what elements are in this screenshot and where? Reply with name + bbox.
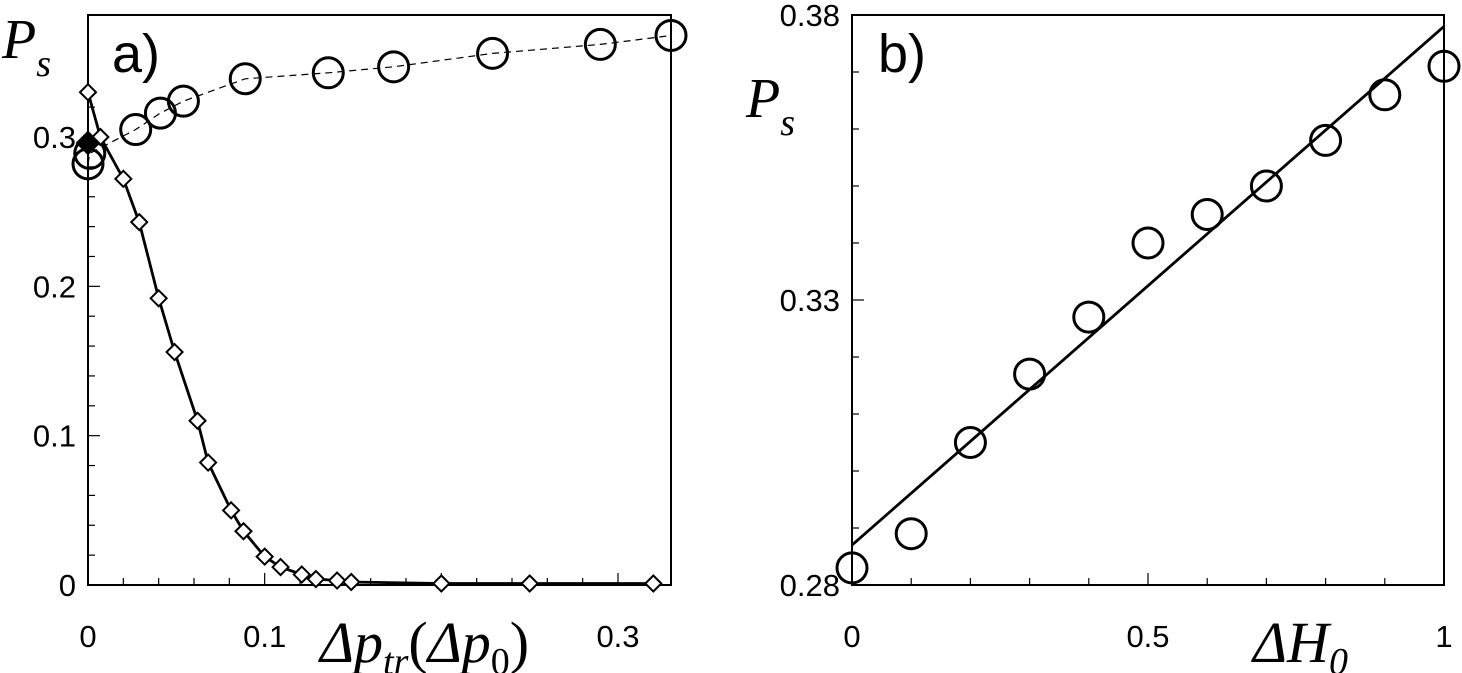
data-point-diamond	[341, 572, 361, 592]
panel-a-ylabel-sub: s	[36, 43, 51, 85]
data-point-circle	[1072, 300, 1106, 334]
panel-a-xlabel-main2: Δp	[426, 610, 491, 673]
panel-a-series	[71, 18, 688, 593]
x-tick-label: 0	[843, 619, 860, 654]
panel-a-ylabel-main: P	[1, 9, 36, 71]
panel-b-xlabel-main: ΔH	[1251, 610, 1332, 673]
data-point-diamond	[188, 411, 207, 431]
y-tick-label: 0.28	[780, 568, 840, 603]
data-point-circle	[119, 113, 153, 147]
data-point-circle	[654, 18, 688, 52]
data-point-diamond	[327, 571, 347, 590]
data-point-circle	[1427, 49, 1461, 83]
panel-a-xlabel-sub2: 0	[491, 641, 510, 673]
data-point-diamond	[271, 557, 290, 577]
y-tick-label: 0.38	[780, 0, 840, 33]
data-point-diamond	[234, 521, 253, 541]
x-tick-label: 0	[79, 619, 96, 654]
data-point-circle	[1249, 169, 1283, 203]
data-point-circle	[143, 96, 177, 130]
data-point-diamond	[149, 288, 169, 308]
y-tick-label: 0.2	[33, 269, 76, 304]
data-point-circle	[377, 50, 411, 84]
data-point-diamond	[292, 565, 312, 584]
panel-a-xlabel-main1: Δp	[318, 610, 383, 673]
panel-a-xlabel-close: )	[510, 610, 529, 673]
panel-a-x-axis-title: Δptr(Δp0)	[318, 610, 529, 673]
x-tick-label: 0.5	[1126, 619, 1169, 654]
panel-a-x-axis: 0 0.1 0.3	[79, 573, 654, 654]
panel-a-plot-frame	[87, 14, 672, 586]
panel-a-chart: 00.10.20.3 0 0.1 0.3 a) Ps Δptr(Δp0)	[1, 9, 688, 673]
panel-b-x-axis-title: ΔH0	[1251, 610, 1348, 673]
panel-b-ylabel-sub: s	[780, 102, 795, 144]
data-point-circle	[1190, 198, 1224, 231]
series-1-line	[851, 25, 1445, 547]
series-1-line	[86, 91, 654, 585]
panel-b-ylabel-main: P	[745, 68, 780, 130]
data-point-circle	[166, 84, 200, 118]
x-tick-label: 1	[1435, 619, 1452, 654]
data-point-circle	[1013, 357, 1047, 391]
panel-b-xlabel-sub: 0	[1329, 641, 1348, 673]
data-point-circle	[228, 62, 262, 96]
panel-b-label: b)	[878, 24, 926, 84]
panel-b-series	[835, 25, 1461, 585]
data-point-diamond	[255, 547, 275, 567]
y-tick-label: 0.3	[33, 120, 76, 155]
data-point-filled-diamond	[75, 130, 101, 156]
data-point-diamond	[129, 212, 149, 232]
panel-a-label: a)	[112, 24, 160, 84]
panel-b-y-axis: 0.28 0.33 0.38	[780, 0, 864, 603]
data-point-circle	[1309, 123, 1343, 157]
data-point-diamond	[306, 569, 326, 589]
panel-a-y-axis-title: Ps	[1, 9, 51, 85]
data-point-circle	[894, 517, 928, 551]
data-point-diamond	[198, 453, 218, 472]
panel-a-xlabel-sub1: tr	[383, 641, 409, 673]
series-0-line	[87, 34, 672, 165]
y-tick-label: 0.33	[780, 283, 840, 318]
panel-a-xlabel-open: (	[408, 610, 427, 673]
data-point-circle	[476, 36, 510, 70]
panel-b-y-axis-title: Ps	[745, 68, 795, 144]
data-point-diamond	[165, 342, 184, 362]
x-tick-label: 0.3	[596, 619, 639, 654]
data-point-circle	[583, 27, 617, 61]
panel-b-plot-frame	[851, 14, 1445, 586]
panel-a-y-axis: 0 0.1 0.2 0.3	[33, 106, 100, 603]
data-point-diamond	[221, 500, 241, 520]
data-point-circle	[1131, 226, 1165, 260]
y-tick-label: 0.1	[33, 419, 76, 454]
data-point-diamond	[520, 574, 540, 593]
data-point-diamond	[431, 574, 451, 593]
data-point-circle	[953, 426, 987, 459]
data-point-circle	[311, 56, 345, 90]
x-tick-label: 0.1	[243, 619, 286, 654]
y-tick-label: 0	[59, 568, 76, 603]
data-point-circle	[835, 551, 869, 585]
panel-b-chart: 0.280.330.38 0 0.5 1 b) Ps ΔH0	[745, 0, 1461, 673]
data-point-circle	[1368, 78, 1402, 112]
data-point-diamond	[643, 574, 663, 593]
data-point-diamond	[78, 82, 98, 102]
data-point-diamond	[113, 169, 133, 189]
panel-b-x-axis: 0 0.5 1	[843, 573, 1453, 654]
